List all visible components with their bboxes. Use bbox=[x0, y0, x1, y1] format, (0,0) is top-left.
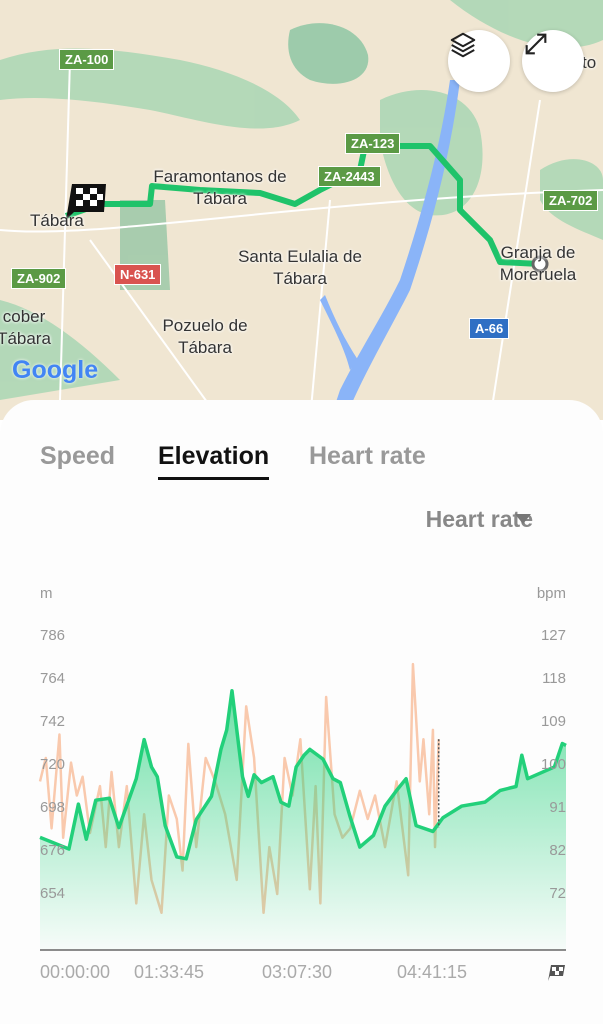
forest-area bbox=[288, 23, 369, 84]
road-shield: A-66 bbox=[469, 318, 510, 339]
expand-icon bbox=[525, 33, 547, 55]
elevation-line bbox=[39, 688, 567, 861]
tab-heart-rate[interactable]: Heart rate bbox=[309, 442, 426, 470]
x-tick: 03:07:30 bbox=[262, 962, 333, 982]
elevation-area bbox=[40, 690, 566, 950]
left-axis-tick: 764 bbox=[40, 670, 66, 687]
tab-elevation[interactable]: Elevation bbox=[158, 442, 270, 480]
x-tick: 04:41:15 bbox=[397, 962, 468, 982]
road-shield: ZA-100 bbox=[59, 49, 115, 70]
forest-area bbox=[0, 300, 120, 400]
fullscreen-button[interactable] bbox=[522, 30, 584, 92]
right-axis-unit: bpm bbox=[536, 585, 566, 602]
forest-area bbox=[380, 90, 483, 216]
dropdown-arrow-icon[interactable] bbox=[515, 514, 531, 524]
road-shield: ZA-123 bbox=[345, 133, 401, 154]
start-marker[interactable] bbox=[531, 255, 549, 273]
left-axis-tick: 654 bbox=[40, 885, 66, 902]
left-axis-tick: 676 bbox=[40, 842, 66, 859]
right-axis-tick: 72 bbox=[549, 885, 566, 902]
left-axis-unit: m bbox=[40, 585, 53, 602]
place-label: Granja de Moreruela bbox=[499, 243, 577, 284]
right-axis-tick: 82 bbox=[549, 842, 566, 859]
right-axis-tick: 100 bbox=[540, 756, 566, 773]
finish-flag-icon[interactable] bbox=[66, 184, 106, 220]
place-label: cober Tábara bbox=[0, 307, 51, 348]
right-axis-tick: 109 bbox=[540, 713, 566, 730]
place-label: to bbox=[582, 53, 597, 72]
google-logo: Google bbox=[12, 356, 99, 384]
x-tick: 00:00:00 bbox=[40, 962, 111, 982]
tab-speed[interactable]: Speed bbox=[40, 442, 116, 470]
right-axis-tick: 118 bbox=[542, 670, 566, 687]
road-shield: ZA-2443 bbox=[318, 166, 381, 187]
reservoir bbox=[320, 295, 358, 370]
right-axis-tick: 127 bbox=[540, 627, 566, 644]
road-shield: ZA-902 bbox=[11, 268, 67, 289]
map[interactable]: Tábara Faramontanos de Tábara Santa Eula… bbox=[0, 0, 603, 420]
left-axis-tick: 742 bbox=[40, 713, 66, 730]
checkered-flag-icon bbox=[548, 965, 565, 981]
place-label: Tábara bbox=[30, 211, 84, 230]
road-shield: ZA-702 bbox=[543, 190, 599, 211]
river bbox=[330, 80, 460, 420]
x-tick: 01:33:45 bbox=[134, 962, 205, 982]
left-axis-tick: 786 bbox=[40, 627, 66, 644]
place-label: Pozuelo de Tábara bbox=[162, 316, 248, 357]
left-axis-tick: 720 bbox=[40, 756, 66, 773]
layers-button[interactable] bbox=[448, 30, 510, 92]
road-shield: N-631 bbox=[114, 264, 162, 285]
place-label: Faramontanos de Tábara bbox=[153, 167, 287, 208]
right-axis-tick: 91 bbox=[549, 799, 566, 816]
place-label: Santa Eulalia de Tábara bbox=[238, 247, 362, 288]
left-axis-tick: 698 bbox=[40, 799, 66, 816]
layers-icon bbox=[450, 32, 476, 58]
